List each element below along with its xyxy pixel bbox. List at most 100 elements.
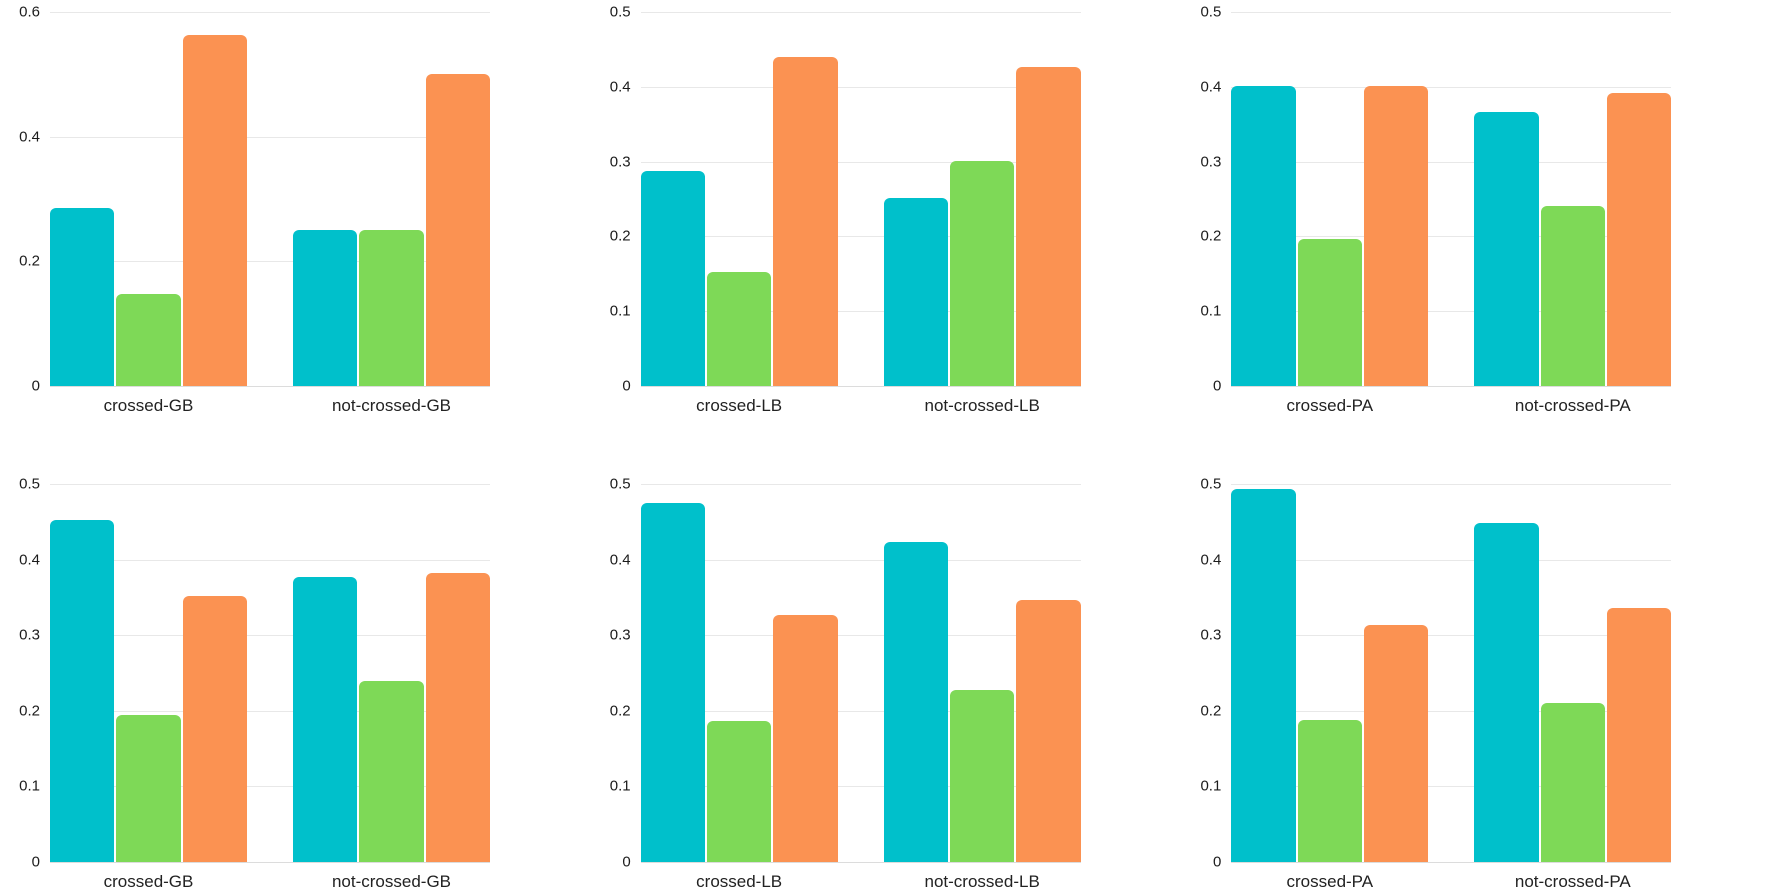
bar-teal [640, 170, 705, 386]
bar-green [116, 715, 181, 862]
bar-teal [883, 542, 948, 862]
bar-chart-panel-bottom-middle-LB: 0 0.1 0.2 0.3 0.4 0.5 crossed-LB not-crossed-LB [591, 420, 1182, 896]
gridline [640, 311, 1081, 313]
bar-orange [1016, 66, 1081, 386]
bar-chart-panel-bottom-left-GB: 0 0.1 0.2 0.3 0.4 0.5 crossed-GB not-crossed-GB [0, 420, 591, 896]
x-category-label: crossed-PA [1286, 396, 1374, 415]
y-tick-label: 0.1 [19, 777, 40, 795]
gridline [1231, 86, 1672, 88]
bar-groups [50, 12, 490, 386]
bar-orange [1606, 92, 1672, 386]
y-tick-label: 0.1 [1200, 777, 1222, 795]
y-tick-label: 0.4 [19, 551, 40, 569]
x-category-label: not-crossed-LB [924, 396, 1040, 415]
y-tick-label: 0.3 [609, 153, 631, 171]
bar-group-crossed-GB [50, 484, 247, 862]
y-tick-label: 0.5 [1200, 475, 1222, 493]
gridline [50, 484, 490, 485]
y-tick-label: 0.3 [609, 626, 631, 644]
x-axis-labels: crossed-PA not-crossed-PA [1231, 863, 1671, 892]
bar-chart-panel-bottom-right-PA: 0 0.1 0.2 0.3 0.4 0.5 crossed-PA not-crossed-PA [1181, 420, 1772, 896]
bar-group-not-crossed-LB [883, 484, 1081, 862]
y-tick-label: 0.5 [19, 475, 40, 493]
y-tick-label: 0.5 [609, 475, 631, 493]
bar-group-not-crossed-PA [1474, 12, 1672, 386]
gridline [1231, 161, 1672, 163]
y-tick-label: 0.4 [609, 551, 631, 569]
bar-group-crossed-GB [50, 12, 247, 386]
bar-chart-panel-top-middle-LB: 0 0.1 0.2 0.3 0.4 0.5 crossed-LB not-crossed-LB [591, 0, 1182, 420]
gridline [1231, 236, 1672, 238]
x-category-label: crossed-LB [696, 396, 783, 415]
gridline [50, 136, 490, 138]
bar-groups [1231, 12, 1672, 386]
gridline [640, 12, 1081, 13]
x-axis-labels: crossed-LB not-crossed-LB [641, 863, 1081, 892]
plot-area: 0 0.1 0.2 0.3 0.4 0.5 [1200, 5, 1672, 394]
y-tick-label: 0 [1212, 377, 1222, 395]
y-tick-label: 0.2 [609, 227, 631, 245]
bar-groups [1231, 484, 1672, 862]
bar-teal [1474, 112, 1539, 386]
bar-green [116, 293, 181, 386]
gridline [1231, 710, 1672, 712]
x-category-label: not-crossed-GB [331, 872, 452, 891]
gridline [640, 484, 1081, 485]
plot-area: 0 0.1 0.2 0.3 0.4 0.5 [19, 477, 490, 870]
y-tick-label: 0.1 [609, 302, 631, 320]
x-axis-labels: crossed-LB not-crossed-LB [641, 387, 1081, 416]
y-tick-label: 0 [622, 853, 631, 871]
y-tick-label: 0.2 [609, 702, 631, 720]
gridline [1231, 786, 1672, 788]
gridline [1231, 484, 1672, 485]
x-category-label: crossed-PA [1286, 872, 1374, 891]
bar-teal [640, 502, 705, 862]
gridline [640, 161, 1081, 163]
y-tick-label: 0.5 [1200, 3, 1222, 21]
gridline [1231, 311, 1672, 313]
x-category-label: crossed-LB [696, 872, 783, 891]
gridline [640, 710, 1081, 712]
plot-area: 0 0.2 0.4 0.6 [19, 5, 490, 394]
x-category-label: crossed-GB [103, 396, 194, 415]
plot-area: 0 0.1 0.2 0.3 0.4 0.5 [610, 477, 1081, 870]
gridline [1231, 12, 1672, 13]
bar-orange [182, 35, 247, 386]
y-tick-label: 0.1 [1200, 302, 1222, 320]
bar-chart-panel-top-right-PA: 0 0.1 0.2 0.3 0.4 0.5 crossed-PA not-crossed-PA [1181, 0, 1772, 420]
gridline [1231, 559, 1672, 561]
gridline [50, 559, 490, 561]
x-axis-labels: crossed-PA not-crossed-PA [1231, 387, 1671, 416]
bar-group-crossed-PA [1231, 12, 1429, 386]
x-category-label: not-crossed-PA [1514, 872, 1631, 891]
bar-green [1540, 703, 1605, 862]
bar-orange [1363, 86, 1429, 386]
bar-orange [425, 573, 490, 862]
bar-green [1297, 719, 1362, 862]
bar-groups [50, 484, 490, 862]
gridline [50, 12, 490, 13]
bar-group-crossed-LB [640, 12, 838, 386]
bar-green [706, 721, 772, 862]
y-tick-label: 0.6 [19, 3, 40, 21]
y-tick-label: 0.4 [1200, 551, 1222, 569]
y-tick-label: 0.2 [1200, 702, 1222, 720]
bar-teal [50, 208, 115, 386]
y-tick-label: 0.4 [609, 78, 631, 96]
bar-orange [1363, 625, 1429, 862]
gridline [50, 261, 490, 263]
x-axis-labels: crossed-GB not-crossed-GB [50, 863, 490, 892]
bar-green [1540, 206, 1605, 386]
bar-teal [1231, 86, 1296, 386]
gridline [1231, 635, 1672, 637]
gridline [640, 635, 1081, 637]
bar-teal [1231, 489, 1296, 862]
y-tick-label: 0.3 [19, 626, 40, 644]
bar-green [359, 681, 424, 862]
bar-group-not-crossed-PA [1474, 484, 1672, 862]
bar-group-not-crossed-GB [293, 12, 490, 386]
bar-group-not-crossed-GB [293, 484, 490, 862]
y-tick-label: 0 [31, 853, 40, 871]
